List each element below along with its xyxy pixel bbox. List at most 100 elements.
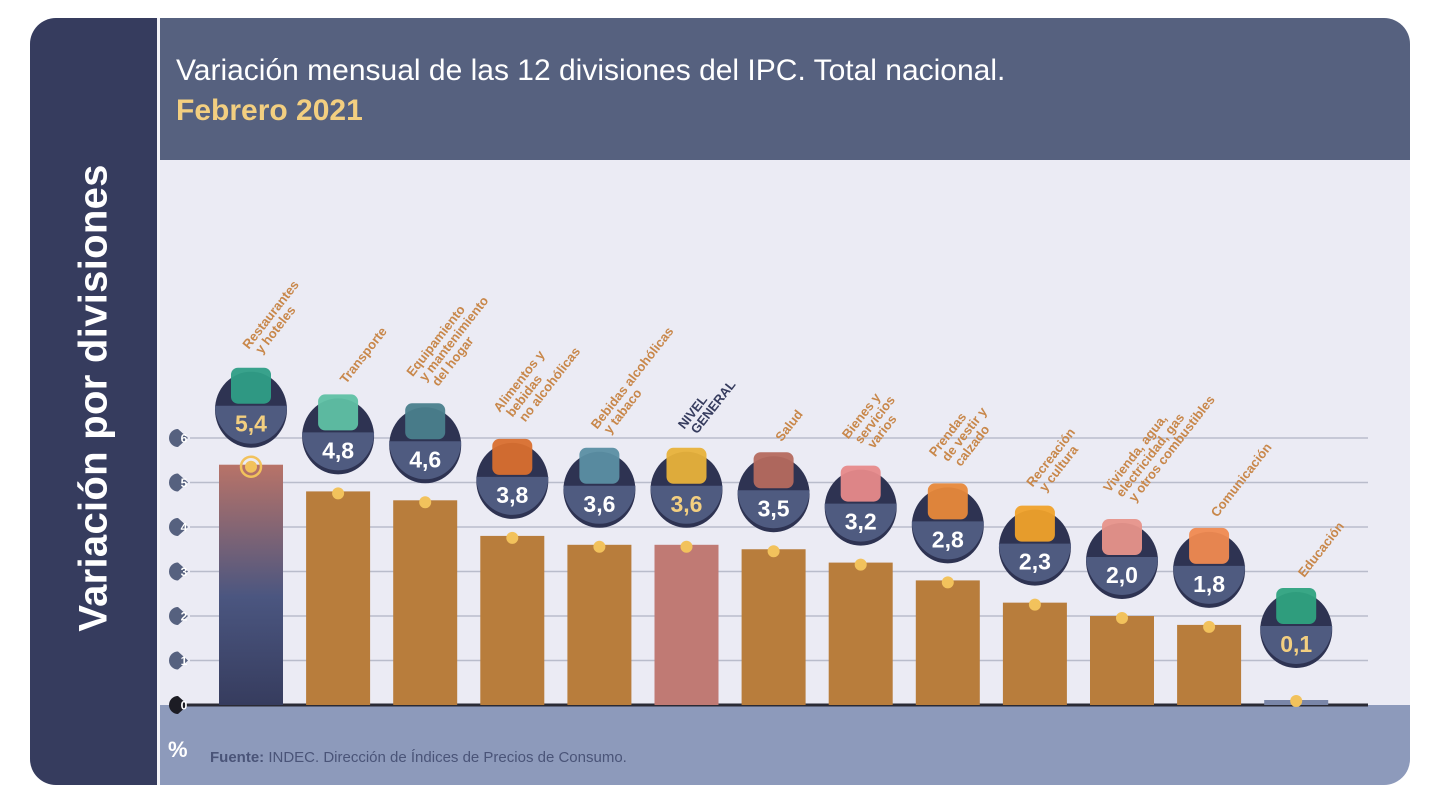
y-tick-badge — [169, 651, 188, 670]
side-panel: Variación por divisiones — [30, 18, 157, 785]
value-label: 3,6 — [671, 491, 703, 517]
y-tick-badge — [169, 607, 188, 625]
badge-pocket — [998, 543, 1071, 582]
y-tick: 3 — [169, 562, 188, 581]
bus-card-icon — [318, 394, 359, 431]
unit-label: % — [168, 737, 188, 762]
y-tick-badge — [169, 696, 188, 714]
bar-dot — [680, 540, 693, 553]
category-label: Comunicación — [1208, 440, 1275, 520]
badge-pocket — [476, 476, 549, 515]
bar — [480, 535, 545, 705]
source-note: Fuente: INDEC. Dirección de Índices de P… — [210, 749, 627, 766]
y-tick-label: 0 — [181, 699, 188, 713]
bar — [219, 464, 283, 705]
badge-pocket — [389, 441, 462, 480]
badge-pocket — [1086, 557, 1158, 595]
bar — [567, 544, 632, 705]
roast-chicken-icon — [492, 438, 533, 475]
bar-dot — [245, 460, 257, 473]
value-badge: 2,8 — [911, 483, 984, 564]
value-label: 3,2 — [845, 509, 877, 535]
bar-group: 3,2 — [824, 465, 897, 705]
first-aid-icon — [753, 452, 794, 489]
value-label: 2,0 — [1106, 562, 1138, 588]
shopping-basket-icon — [666, 447, 707, 484]
bar-dot — [1290, 695, 1303, 707]
bar-dot — [1203, 620, 1216, 633]
category-label-line: Transporte — [337, 324, 390, 386]
bar-group: 1,8 — [1173, 527, 1246, 705]
value-badge: 2,0 — [1086, 519, 1158, 599]
bar-dot — [854, 558, 867, 571]
category-label-line: Comunicación — [1208, 440, 1275, 520]
value-badge: 3,8 — [476, 438, 549, 519]
chart-header: Variación mensual de las 12 divisiones d… — [160, 18, 1410, 160]
badge-pocket — [215, 405, 287, 444]
bar-dot — [593, 540, 606, 553]
badge-pocket — [911, 521, 984, 560]
value-badge: 4,8 — [302, 394, 375, 475]
value-label: 0,1 — [1280, 631, 1312, 657]
badge-pocket — [302, 432, 375, 471]
restaurant-travel-icon — [231, 367, 271, 404]
category-label-line: Educación — [1295, 519, 1347, 580]
value-badge: 3,5 — [737, 452, 810, 533]
comb-scissors-icon — [840, 465, 881, 502]
y-tick-label: 4 — [181, 521, 188, 535]
value-badge: 3,6 — [563, 447, 636, 528]
bar-dot — [506, 531, 519, 544]
bar-group: 3,5 — [737, 452, 810, 705]
bar — [915, 580, 980, 705]
divider — [157, 18, 160, 785]
bar-group: 5,4 — [215, 367, 287, 705]
category-label-line: Bebidas alcohólicas — [588, 324, 677, 432]
bar-dot — [941, 576, 954, 589]
source-label: Fuente: — [210, 749, 265, 766]
source-text: INDEC. Dirección de Índices de Precios d… — [264, 749, 627, 766]
y-tick-badge — [169, 518, 188, 536]
bar — [306, 491, 371, 705]
chart-title: Variación mensual de las 12 divisiones d… — [176, 54, 1006, 87]
y-tick-badge — [169, 562, 188, 581]
badge-pocket — [1260, 626, 1333, 664]
y-tick: 6 — [169, 429, 188, 447]
bar-group: 3,6 — [563, 447, 636, 705]
badge-pocket — [737, 490, 810, 529]
bar — [393, 500, 458, 705]
badge-pocket — [824, 503, 897, 542]
badge-pocket — [650, 485, 723, 524]
bar — [1177, 624, 1242, 705]
value-badge: 4,6 — [389, 403, 462, 484]
y-tick-label: 6 — [181, 432, 188, 446]
bars: 5,4 4,8 4,6 3,8 3,6 3,6 3,5 3,2 2,8 2,3 2,0 1,8 0,1 — [215, 367, 1333, 707]
bar-group: 2,8 — [911, 483, 984, 705]
lightbulb-wrench-icon — [1102, 519, 1142, 555]
bar — [828, 562, 893, 705]
y-tick-badge — [169, 473, 188, 492]
bar — [741, 549, 806, 705]
category-label: Transporte — [337, 324, 390, 386]
bar-dot — [332, 487, 345, 500]
badge-pocket — [563, 485, 636, 524]
bar-dot — [419, 496, 432, 509]
y-axis: 0 1 2 3 4 5 6 — [169, 429, 188, 714]
chart-footer: % Fuente: INDEC. Dirección de Índices de… — [160, 705, 1410, 785]
bar-dot — [1028, 598, 1041, 611]
smartphone-icon — [1189, 527, 1230, 564]
value-badge: 2,3 — [998, 505, 1071, 586]
sun-ball-icon — [1014, 505, 1055, 542]
bar-group: 2,0 — [1086, 519, 1158, 705]
value-label: 2,8 — [932, 526, 964, 552]
y-tick: 0 — [169, 696, 188, 714]
